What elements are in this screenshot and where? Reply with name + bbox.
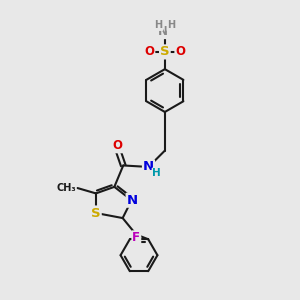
Text: O: O [175,45,185,58]
Text: S: S [160,45,170,58]
Text: N: N [143,160,154,173]
Text: H: H [154,20,162,30]
Text: F: F [132,231,140,244]
Text: O: O [144,45,154,58]
Text: H: H [152,169,161,178]
Text: N: N [127,194,138,207]
Text: N: N [158,25,168,38]
Text: S: S [91,206,101,220]
Text: H: H [167,20,175,30]
Text: O: O [112,139,122,152]
Text: CH₃: CH₃ [56,183,76,193]
